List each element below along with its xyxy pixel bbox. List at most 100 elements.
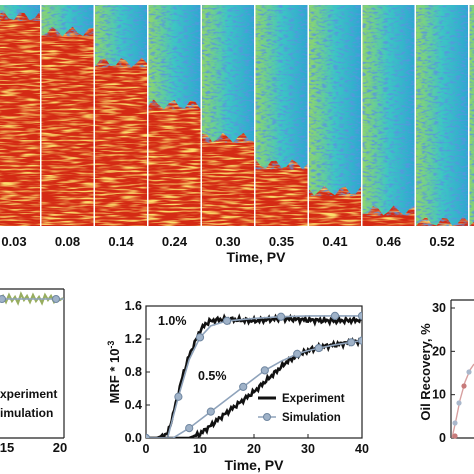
mrf-annotation-05pct: 0.5% bbox=[198, 369, 227, 383]
mrf-ylabel-exponent: -3 bbox=[106, 341, 116, 349]
simulation-point bbox=[239, 382, 248, 391]
mrf-ylabel: MRF * 10-3 bbox=[106, 341, 122, 404]
mrf-xtick-label: 10 bbox=[193, 442, 207, 456]
right-marker bbox=[466, 369, 472, 375]
svg-text:MRF * 10-3: MRF * 10-3 bbox=[106, 341, 122, 404]
mrf-xtick-label: 0 bbox=[143, 442, 150, 456]
saturation-frame bbox=[0, 5, 42, 226]
mrf-tick-labels: 0 10 20 30 40 0.0 0.4 0.8 1.2 1.6 bbox=[125, 299, 369, 456]
frame-oil-texture bbox=[0, 5, 40, 226]
mrf-ylabel-text: MRF * 10 bbox=[107, 349, 122, 404]
simulation-point bbox=[260, 366, 269, 375]
left-legend-experiment: xperiment bbox=[0, 387, 57, 401]
frame-time-label: 0.14 bbox=[108, 234, 134, 249]
mrf-series-simulation-05 bbox=[146, 336, 362, 438]
frame-time-label: 0.41 bbox=[322, 234, 347, 249]
oil-recovery-partial-panel: 0 10 20 30 Oil Recovery, % bbox=[418, 299, 474, 445]
mrf-xlabel: Time, PV bbox=[225, 457, 285, 473]
simulation-point bbox=[347, 338, 356, 347]
simulation-point bbox=[185, 424, 194, 433]
simulation-point bbox=[314, 343, 323, 353]
right-marker bbox=[461, 383, 467, 389]
right-ytick-label: 10 bbox=[432, 388, 446, 402]
frame-water-texture bbox=[309, 5, 361, 196]
frame-water-texture bbox=[469, 5, 474, 226]
legend-experiment-label: Experiment bbox=[282, 393, 345, 405]
frame-water-texture bbox=[41, 5, 94, 37]
right-marker bbox=[452, 433, 458, 439]
mrf-xtick-label: 40 bbox=[355, 442, 369, 456]
mrf-xtick-label: 20 bbox=[247, 442, 261, 456]
frame-time-label: 0.08 bbox=[55, 234, 80, 249]
simulation-curve bbox=[146, 315, 362, 438]
right-recovery-curve bbox=[451, 363, 474, 439]
mrf-ytick-label: 1.2 bbox=[125, 332, 142, 346]
frame-water-texture bbox=[148, 5, 201, 110]
left-partial-panel: xperiment imulation 15 20 bbox=[0, 288, 67, 455]
simulation-point bbox=[357, 311, 362, 320]
left-xtick-20: 20 bbox=[53, 440, 67, 455]
frame-oil-texture bbox=[41, 5, 94, 226]
experiment-curve bbox=[146, 337, 362, 438]
simulation-point bbox=[330, 311, 340, 320]
mrf-ytick-label: 1.6 bbox=[125, 299, 142, 313]
simulation-point bbox=[293, 349, 302, 358]
frame-water-texture bbox=[0, 5, 40, 21]
saturation-frame bbox=[416, 5, 470, 226]
frame-water-texture bbox=[255, 5, 308, 170]
mrf-series bbox=[146, 311, 362, 438]
right-ylabel: Oil Recovery, % bbox=[418, 323, 433, 421]
frame-time-label: 0.30 bbox=[215, 234, 240, 249]
legend-simulation-label: Simulation bbox=[282, 412, 341, 424]
mrf-ytick-label: 0.8 bbox=[125, 365, 142, 379]
saturation-frames bbox=[0, 5, 474, 226]
frame-water-texture bbox=[362, 5, 415, 216]
right-marker bbox=[456, 400, 462, 406]
saturation-frame bbox=[309, 5, 363, 226]
saturation-frame bbox=[362, 5, 416, 226]
saturation-frame bbox=[95, 5, 149, 226]
mrf-legend: Experiment Simulation bbox=[258, 393, 345, 424]
frame-water-texture bbox=[202, 5, 254, 143]
frame-time-label: 0.52 bbox=[429, 234, 454, 249]
left-xtick-15: 15 bbox=[0, 440, 14, 455]
left-legend-simulation: imulation bbox=[0, 406, 53, 420]
right-marker bbox=[452, 420, 458, 426]
simulation-point bbox=[174, 392, 183, 401]
right-y-ticks: 0 10 20 30 bbox=[432, 301, 455, 445]
simulation-curve bbox=[146, 339, 362, 438]
frame-time-labels: 0.030.080.140.240.300.350.410.460.520 bbox=[1, 234, 454, 249]
mrf-ytick-label: 0.4 bbox=[125, 398, 142, 412]
frame-time-label: 0.03 bbox=[1, 234, 26, 249]
simulation-point bbox=[276, 312, 286, 321]
right-ylabel-text: Oil Recovery, % bbox=[418, 323, 433, 421]
frame-time-label: 0.24 bbox=[162, 234, 188, 249]
simulation-point bbox=[222, 316, 232, 325]
simulation-point bbox=[206, 407, 215, 416]
mrf-plot-area bbox=[145, 305, 363, 439]
frame-time-label: 0.35 bbox=[269, 234, 294, 249]
simulation-point bbox=[146, 433, 151, 438]
right-ytick-label: 30 bbox=[432, 301, 446, 315]
left-sim-marker bbox=[0, 295, 6, 303]
left-sim-marker bbox=[52, 295, 60, 303]
saturation-frame bbox=[148, 5, 202, 226]
saturation-frame bbox=[255, 5, 309, 226]
mrf-xtick-label: 30 bbox=[301, 442, 315, 456]
saturation-frame bbox=[202, 5, 256, 226]
saturation-frame bbox=[41, 5, 95, 226]
right-ytick-label: 20 bbox=[432, 344, 446, 358]
saturation-frame bbox=[469, 5, 474, 226]
frame-water-texture bbox=[95, 5, 147, 68]
mrf-annotation-1pct: 1.0% bbox=[158, 314, 187, 328]
mrf-chart: 0 10 20 30 40 0.0 0.4 0.8 1.2 1.6 1.0% 0.5% Exper… bbox=[106, 299, 369, 473]
top-xlabel: Time, PV bbox=[227, 249, 287, 265]
right-ytick-label: 0 bbox=[439, 431, 446, 445]
simulation-point bbox=[357, 336, 362, 345]
mrf-ytick-label: 0.0 bbox=[125, 431, 142, 445]
simulation-point bbox=[195, 333, 205, 342]
saturation-frames-panel: 0.030.080.140.240.300.350.410.460.520 Ti… bbox=[0, 5, 474, 265]
mrf-series-experiment-05 bbox=[146, 337, 362, 438]
frame-time-label: 0.46 bbox=[376, 234, 401, 249]
